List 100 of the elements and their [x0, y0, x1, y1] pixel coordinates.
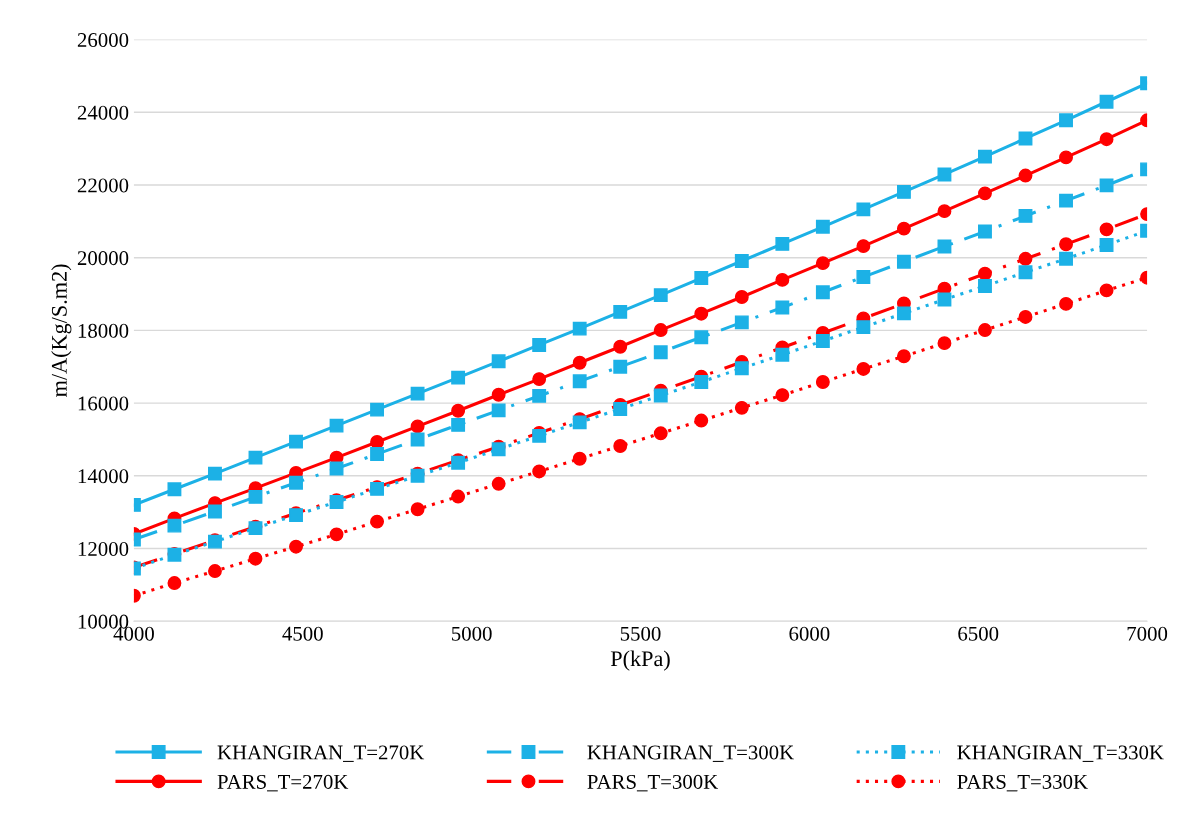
legend-label: KHANGIRAN_T=300K: [587, 745, 794, 762]
point: [694, 413, 709, 428]
point: [613, 359, 628, 374]
point: [694, 306, 709, 321]
point: [775, 272, 790, 287]
point: [896, 349, 911, 364]
y-tick-label: 24000: [77, 105, 129, 120]
point: [653, 388, 668, 403]
legend-label: KHANGIRAN_T=330K: [957, 745, 1164, 762]
point: [815, 256, 830, 271]
point: [370, 402, 385, 417]
y-tick-label: 26000: [77, 32, 129, 48]
point: [815, 285, 830, 300]
point: [694, 375, 709, 389]
point: [815, 375, 830, 389]
point: [1099, 238, 1114, 252]
point: [329, 418, 344, 433]
point: [248, 489, 263, 504]
point: [370, 447, 385, 461]
point: [694, 330, 709, 345]
point: [856, 239, 871, 254]
point: [896, 306, 911, 321]
point: [775, 388, 790, 403]
point: [370, 435, 385, 449]
point: [937, 204, 952, 219]
point: [937, 336, 952, 351]
point: [208, 504, 222, 519]
point: [1018, 265, 1033, 280]
point: [613, 339, 628, 354]
point: [613, 439, 628, 453]
point: [572, 321, 587, 336]
point: [978, 149, 992, 164]
point: [208, 466, 222, 481]
point: [613, 401, 628, 416]
point: [734, 290, 749, 304]
x-axis-title: P(kPa): [610, 650, 670, 671]
point: [613, 304, 628, 319]
x-tick-label: 6000: [789, 626, 830, 641]
point: [208, 564, 222, 579]
point: [694, 271, 709, 286]
point: [410, 432, 425, 447]
point: [1099, 178, 1114, 193]
point: [410, 502, 425, 517]
point: [653, 426, 668, 441]
point: [491, 403, 506, 418]
x-tick-label: 7000: [1127, 626, 1168, 641]
point: [734, 315, 749, 330]
point: [1099, 132, 1114, 147]
point: [896, 184, 911, 199]
point: [734, 254, 749, 268]
point: [734, 400, 749, 415]
point: [978, 186, 992, 201]
point: [1059, 237, 1073, 252]
point: [491, 387, 506, 402]
point: [1059, 296, 1073, 311]
y-tick-label: 14000: [78, 469, 129, 484]
legend-label: PARS_T=270K: [217, 774, 349, 792]
point: [815, 219, 830, 234]
point: [410, 419, 425, 434]
x-tick-label: 5500: [620, 626, 661, 641]
point: [856, 270, 871, 284]
point: [1059, 113, 1073, 128]
x-tick-label: 6500: [958, 626, 999, 641]
point: [167, 482, 182, 497]
legend-label: KHANGIRAN_T=270K: [217, 745, 425, 762]
y-tick-label: 22000: [77, 178, 129, 193]
point: [167, 518, 182, 533]
point: [856, 202, 871, 217]
point: [572, 374, 587, 389]
x-tick-label: 4500: [282, 626, 323, 641]
point: [1059, 251, 1073, 266]
point: [1099, 94, 1114, 109]
point: [896, 254, 911, 269]
point: [978, 279, 992, 294]
point: [532, 388, 547, 403]
point: [451, 403, 466, 418]
point: [289, 539, 303, 554]
point: [248, 551, 263, 566]
point: [451, 370, 466, 385]
y-tick-label: 16000: [78, 396, 129, 411]
point: [978, 323, 992, 337]
point: [329, 527, 344, 542]
point: [1018, 310, 1033, 324]
point: [451, 489, 466, 504]
y-tick-label: 20000: [77, 251, 129, 266]
point: [815, 334, 830, 348]
point: [1099, 222, 1114, 237]
point: [653, 288, 668, 303]
point: [572, 451, 587, 466]
point: [1018, 168, 1033, 183]
point: [532, 372, 547, 387]
legend-label: PARS_T=330K: [957, 774, 1088, 792]
point: [532, 338, 547, 352]
point: [775, 347, 790, 362]
point: [978, 224, 992, 239]
point: [248, 450, 263, 465]
point: [734, 361, 749, 376]
point: [491, 354, 506, 369]
point: [896, 221, 911, 236]
point: [1099, 283, 1114, 298]
